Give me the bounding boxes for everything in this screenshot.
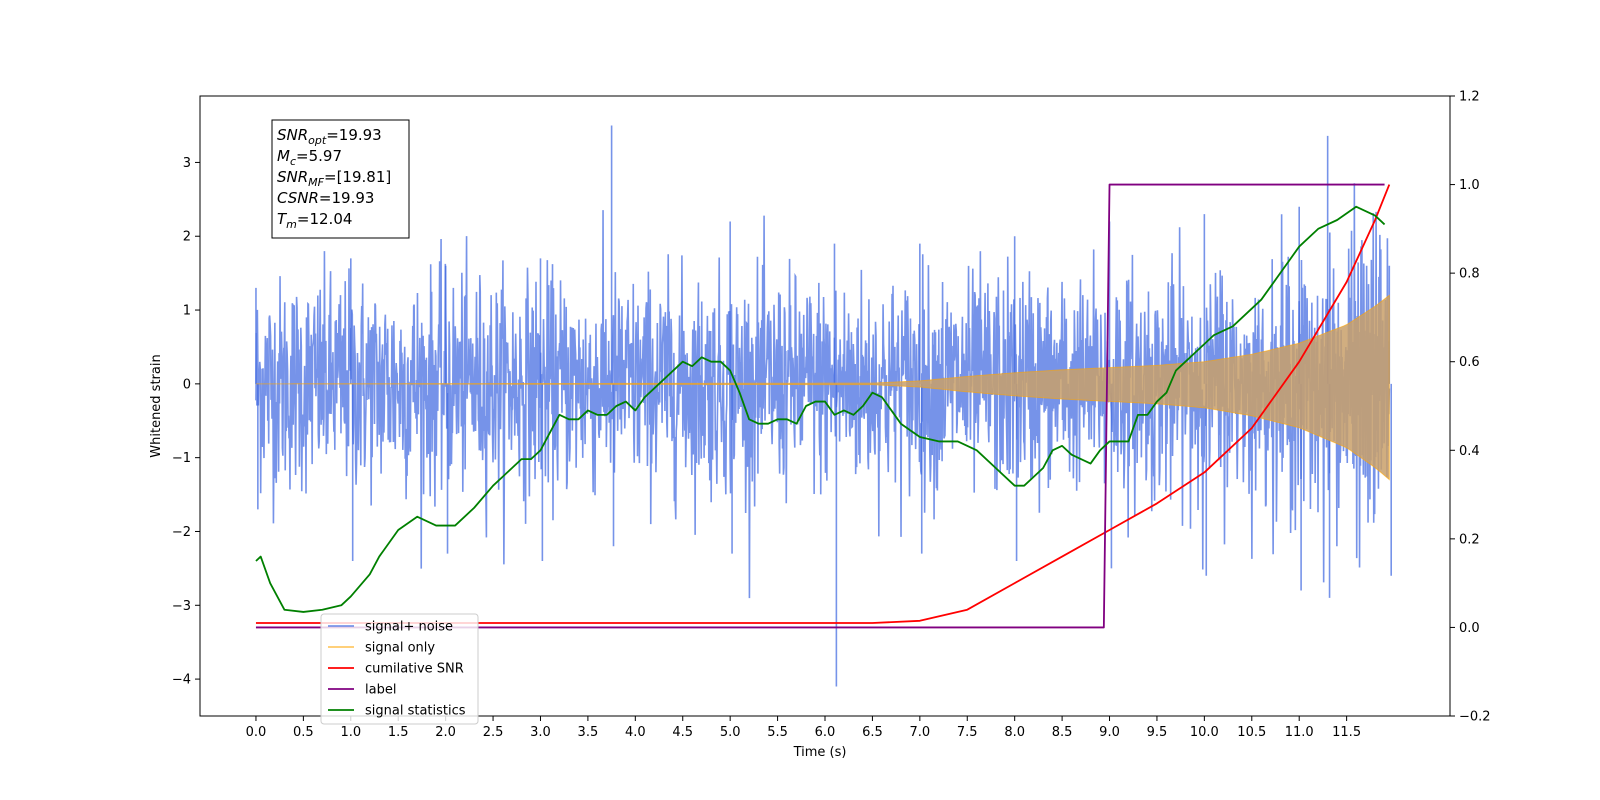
y-tick-label: −2 [172, 525, 191, 540]
y-axis-label: Whitened strain [149, 354, 164, 457]
x-tick-label: 2.0 [435, 725, 456, 740]
series-cumulative-snr [255, 184, 1391, 624]
x-tick-label: 5.0 [720, 725, 741, 740]
series-label [255, 183, 1385, 629]
series-signal-only [255, 294, 1390, 481]
x-tick-label: 6.0 [815, 725, 836, 740]
legend-frame [320, 613, 479, 725]
x-axis-label: Time (s) [793, 745, 847, 760]
series-layer [255, 125, 1392, 687]
y2-tick-label: 0.4 [1459, 444, 1480, 459]
x-tick-label: 7.0 [909, 725, 930, 740]
legend-label: signal+ noise [365, 620, 453, 635]
x-tick-label: 9.0 [1099, 725, 1120, 740]
x-tick-label: 8.5 [1052, 725, 1073, 740]
x-tick-label: 2.5 [483, 725, 504, 740]
annotation-line: Tm=12.04 [277, 210, 352, 231]
y-tick-label: 0 [183, 377, 191, 392]
legend: signal+ noise signal only cumilative SNR la… [320, 613, 479, 725]
x-tick-label: 7.5 [957, 725, 978, 740]
y-tick-label: 1 [183, 304, 191, 319]
x-tick-label: 6.5 [862, 725, 883, 740]
y2-tick-label: 1.0 [1459, 178, 1480, 193]
legend-label: signal statistics [365, 704, 466, 719]
legend-label: label [365, 683, 396, 698]
series-signal-noise-peaks [255, 125, 1392, 687]
series-signal-noise-line [255, 183, 1391, 599]
y2-tick-label: 0.8 [1459, 267, 1480, 282]
y-axis-right: 1.2 1.0 0.8 0.6 0.4 0.2 0.0 −0.2 [1450, 90, 1491, 725]
x-tick-label: 1.5 [388, 725, 409, 740]
y-tick-label: −4 [172, 673, 191, 688]
annotation-box: SNRopt=19.93Mc=5.97SNRMF=[19.81]CSNR=19.… [271, 119, 410, 239]
x-tick-label: 0.0 [246, 725, 267, 740]
x-tick-label: 1.0 [340, 725, 361, 740]
y2-tick-label: 0.0 [1459, 621, 1480, 636]
y-tick-label: 3 [183, 156, 191, 171]
y2-tick-label: −0.2 [1459, 710, 1491, 725]
x-tick-label: 5.5 [767, 725, 788, 740]
x-tick-label: 0.5 [293, 725, 314, 740]
y-tick-label: −3 [172, 599, 191, 614]
y2-tick-label: 0.2 [1459, 532, 1480, 547]
x-tick-label: 8.0 [1004, 725, 1025, 740]
legend-label: cumilative SNR [365, 662, 464, 677]
x-tick-label: 3.5 [578, 725, 599, 740]
x-tick-label: 9.5 [1147, 725, 1168, 740]
y-tick-label: −1 [172, 451, 191, 466]
y2-tick-label: 0.6 [1459, 355, 1480, 370]
y-tick-label: 2 [183, 230, 191, 245]
annotation-line: Mc=5.97 [277, 147, 342, 168]
x-tick-label: 3.0 [530, 725, 551, 740]
x-tick-label: 4.0 [625, 725, 646, 740]
y2-tick-label: 1.2 [1459, 90, 1480, 105]
x-tick-label: 10.5 [1237, 725, 1266, 740]
x-tick-label: 10.0 [1190, 725, 1219, 740]
annotation-line: SNRopt=19.93 [277, 126, 382, 147]
annotation-line: CSNR=19.93 [277, 189, 374, 207]
x-tick-label: 11.0 [1285, 725, 1314, 740]
annotation-frame [271, 119, 410, 239]
x-tick-label: 4.5 [672, 725, 693, 740]
x-axis: 0.0 0.5 1.0 1.5 2.0 2.5 3.0 3.5 4.0 4.5 5.0 5.5 6.0 6… [246, 716, 1361, 740]
legend-label: signal only [365, 641, 435, 656]
annotation-line: SNRMF=[19.81] [277, 168, 391, 189]
y-axis-left: 3 2 1 0 −1 −2 −3 −4 [172, 156, 200, 688]
series-signal-statistics [255, 205, 1386, 613]
x-tick-label: 11.5 [1332, 725, 1361, 740]
